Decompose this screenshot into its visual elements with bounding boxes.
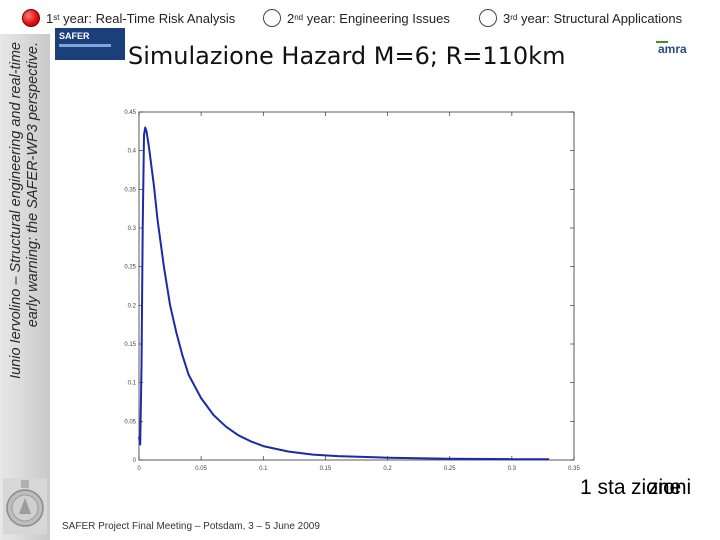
y-tick-label: 0.05 xyxy=(124,419,136,425)
university-seal-icon xyxy=(3,478,47,534)
x-tick-label: 0.3 xyxy=(508,466,517,472)
x-tick-label: 0.05 xyxy=(195,466,207,472)
x-tick-label: 0.1 xyxy=(259,466,268,472)
series-line xyxy=(138,126,550,461)
x-tick-label: 0 xyxy=(137,466,141,472)
y-tick-label: 0.2 xyxy=(128,303,137,309)
plot-frame xyxy=(138,111,575,461)
station-count-word-a: zione xyxy=(631,476,682,499)
vertical-title-line-1: Iunio Iervolino – Structural engineering… xyxy=(8,42,24,379)
nav-year-3-ordinal: 3 xyxy=(503,10,511,26)
nav-year-2-ordinal: 2 xyxy=(287,10,295,26)
nav-year-2-label: year: Engineering Issues xyxy=(306,10,450,26)
vertical-title-line-2: early warning: the SAFER-WP3 perspective… xyxy=(25,42,41,328)
station-count-word-b: zioni xyxy=(648,476,692,499)
nav-year-3-label: year: Structural Applications xyxy=(520,10,683,26)
y-tick-label: 0.35 xyxy=(124,187,136,193)
y-tick-label: 0.1 xyxy=(128,381,137,387)
y-tick-label: 0.3 xyxy=(128,226,137,232)
x-tick-label: 0.2 xyxy=(383,466,392,472)
vertical-title: Iunio Iervolino – Structural engineering… xyxy=(0,34,50,434)
station-count-text: 1 sta zione zioni xyxy=(580,476,720,502)
inactive-dot-icon xyxy=(263,9,281,27)
nav-year-1-label: year: Real-Time Risk Analysis xyxy=(63,10,236,26)
sidebar-band: Iunio Iervolino – Structural engineering… xyxy=(0,0,50,540)
y-tick-label: 0.25 xyxy=(124,265,136,271)
amra-logo-text: amra xyxy=(658,42,687,56)
footer-text: SAFER Project Final Meeting – Potsdam, 3… xyxy=(62,521,320,532)
y-tick-label: 0.4 xyxy=(128,149,137,155)
y-tick-label: 0.15 xyxy=(124,342,136,348)
hazard-chart: 0 0.05 0.1 0.15 0.2 0.25 0.3 0.35 0 0.05 0.1 0.15 0.… xyxy=(112,105,602,473)
safer-logo-text: SAFER xyxy=(59,31,90,41)
x-tick-label: 0.25 xyxy=(444,466,456,472)
x-tick-label: 0.35 xyxy=(568,466,580,472)
amra-logo: amra xyxy=(654,40,696,56)
active-dot-icon xyxy=(22,9,40,27)
x-tick-label: 0.15 xyxy=(320,466,332,472)
y-tick-label: 0.45 xyxy=(124,110,136,116)
safer-logo: SAFER xyxy=(55,28,125,60)
inactive-dot-icon xyxy=(479,9,497,27)
station-count-prefix: 1 sta xyxy=(580,476,626,499)
y-tick-label: 0 xyxy=(133,458,137,464)
nav-year-1-ordinal: 1 xyxy=(46,10,54,26)
slide-title: Simulazione Hazard M=6; R=110km xyxy=(128,42,566,70)
